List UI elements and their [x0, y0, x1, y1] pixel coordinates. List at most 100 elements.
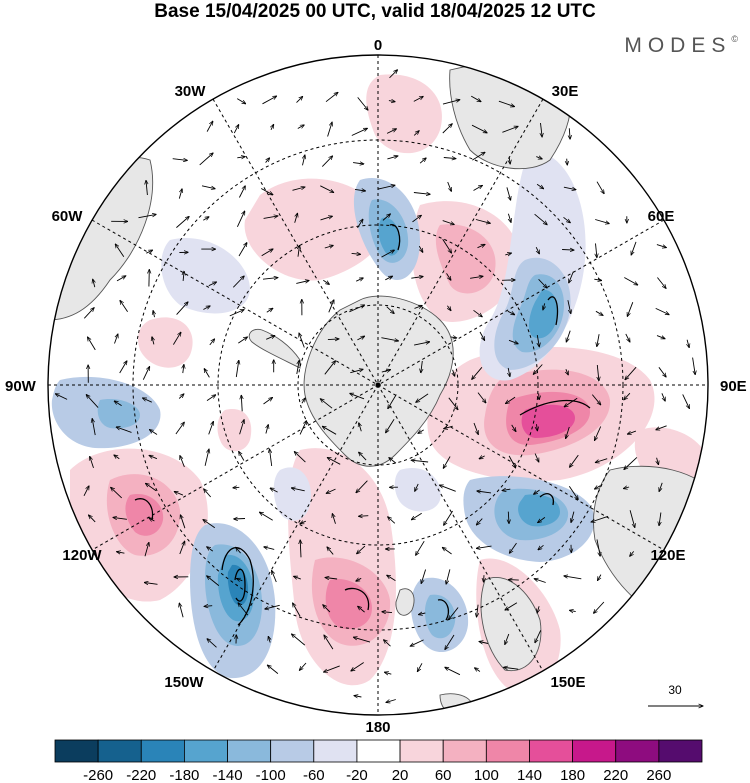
wind-arrow: [294, 213, 298, 223]
wind-arrow: [484, 575, 485, 582]
wind-arrow: [272, 571, 277, 583]
wind-arrow: [296, 281, 309, 284]
lon-label-0: 0: [374, 37, 382, 54]
wind-arrow: [504, 667, 519, 669]
colorbar-swatch: [356, 739, 401, 763]
wind-arrow: [419, 613, 426, 615]
wind-arrow: [508, 367, 510, 377]
wind-arrow: [567, 300, 571, 313]
colorbar-swatch: [399, 739, 444, 763]
wind-arrow: [326, 488, 336, 493]
wind-arrow: [657, 277, 666, 289]
wind-arrow: [566, 330, 571, 342]
wind-arrow: [564, 576, 582, 580]
wind-arrow: [381, 250, 395, 258]
wind-arrow: [296, 96, 303, 103]
wind-arrow: [477, 244, 486, 249]
wind-arrow: [260, 188, 273, 195]
wind-arrow: [323, 279, 329, 284]
wind-arrow: [324, 665, 340, 672]
wind-arrow: [332, 514, 336, 524]
wind-arrow: [203, 217, 209, 221]
wind-arrow: [237, 579, 243, 581]
wind-arrow: [299, 662, 307, 670]
wind-arrows: [55, 70, 695, 703]
wind-arrow: [386, 306, 395, 314]
wind-arrow: [292, 187, 305, 191]
colorbar-ticks: -260 -220 -180 -140 -100 -60 -20 20 60 100 140 180 2…: [83, 767, 671, 783]
wind-arrow: [176, 302, 188, 315]
wind-arrow: [327, 547, 334, 555]
wind-arrow: [207, 576, 220, 586]
wind-arrow: [173, 332, 181, 345]
wind-arrow: [534, 453, 539, 463]
wind-arrow: [536, 157, 542, 159]
wind-arrow: [450, 337, 457, 338]
wind-arrow: [498, 100, 515, 106]
lon-label-150w: 150W: [164, 674, 204, 691]
wind-arrow: [325, 578, 338, 580]
wind-arrow: [442, 547, 452, 555]
wind-arrow: [149, 455, 158, 460]
wind-arrow: [566, 426, 570, 439]
wind-arrow: [413, 96, 424, 102]
wind-arrow: [564, 397, 578, 407]
wind-arrow: [539, 393, 540, 400]
wind-arrow: [453, 369, 455, 377]
colorbar-swatch: [97, 739, 142, 763]
wind-arrow: [687, 339, 689, 348]
wind-arrow: [356, 480, 368, 493]
wind-arrow: [384, 640, 391, 647]
south-pole-marker: [375, 382, 381, 388]
wind-arrow: [442, 100, 460, 105]
wind-arrow: [473, 185, 483, 191]
wind-arrow: [386, 419, 395, 433]
wind-arrow: [447, 181, 452, 191]
wind-arrow: [389, 458, 397, 464]
wind-arrow: [271, 124, 274, 130]
wind-arrow: [183, 271, 184, 281]
colorbar-tick-label: 20: [392, 767, 409, 783]
colorbar-swatch: [572, 739, 617, 763]
wind-arrow: [387, 156, 398, 160]
wind-arrow: [111, 487, 123, 499]
wind-arrow: [320, 216, 333, 221]
wind-arrow: [631, 241, 637, 255]
wind-arrow: [270, 449, 273, 467]
wind-arrow: [359, 516, 369, 517]
wind-arrow: [351, 662, 364, 672]
wind-arrow: [294, 576, 301, 579]
wind-arrow: [356, 278, 363, 282]
wind-arrow: [536, 247, 539, 254]
wind-arrow: [594, 279, 601, 280]
colorbar-swatch: [485, 739, 530, 763]
wind-arrow: [472, 152, 485, 161]
wind-arrow: [595, 426, 602, 441]
wind-arrow: [563, 186, 576, 190]
wind-arrow: [412, 215, 422, 223]
wind-arrow: [479, 456, 485, 459]
wind-arrow: [595, 486, 601, 489]
wind-arrow: [506, 187, 511, 200]
wind-arrow: [595, 219, 609, 224]
wind-arrow: [414, 342, 430, 346]
wind-arrow: [114, 401, 122, 406]
wind-arrow: [324, 245, 334, 248]
wind-arrow: [357, 336, 364, 341]
reference-vector-label: 30: [668, 683, 682, 697]
wind-arrow: [359, 423, 362, 432]
wind-arrow: [89, 515, 96, 523]
wind-arrow: [509, 542, 517, 553]
wind-arrow: [411, 277, 423, 279]
wind-arrow: [470, 95, 481, 102]
wind-arrow: [416, 540, 425, 555]
wind-arrow: [114, 334, 118, 344]
wind-arrow: [144, 583, 158, 585]
colorbar-swatch: [270, 739, 315, 763]
colorbar-tick-label: -220: [126, 767, 156, 783]
wind-arrow: [142, 367, 149, 380]
lon-label-30e: 30E: [552, 83, 579, 100]
wind-arrow: [596, 243, 597, 257]
wind-arrow: [477, 491, 492, 493]
longitude-labels: 0 30E 60E 90E 120E 150E 180 150W 120W 90…: [5, 37, 747, 736]
